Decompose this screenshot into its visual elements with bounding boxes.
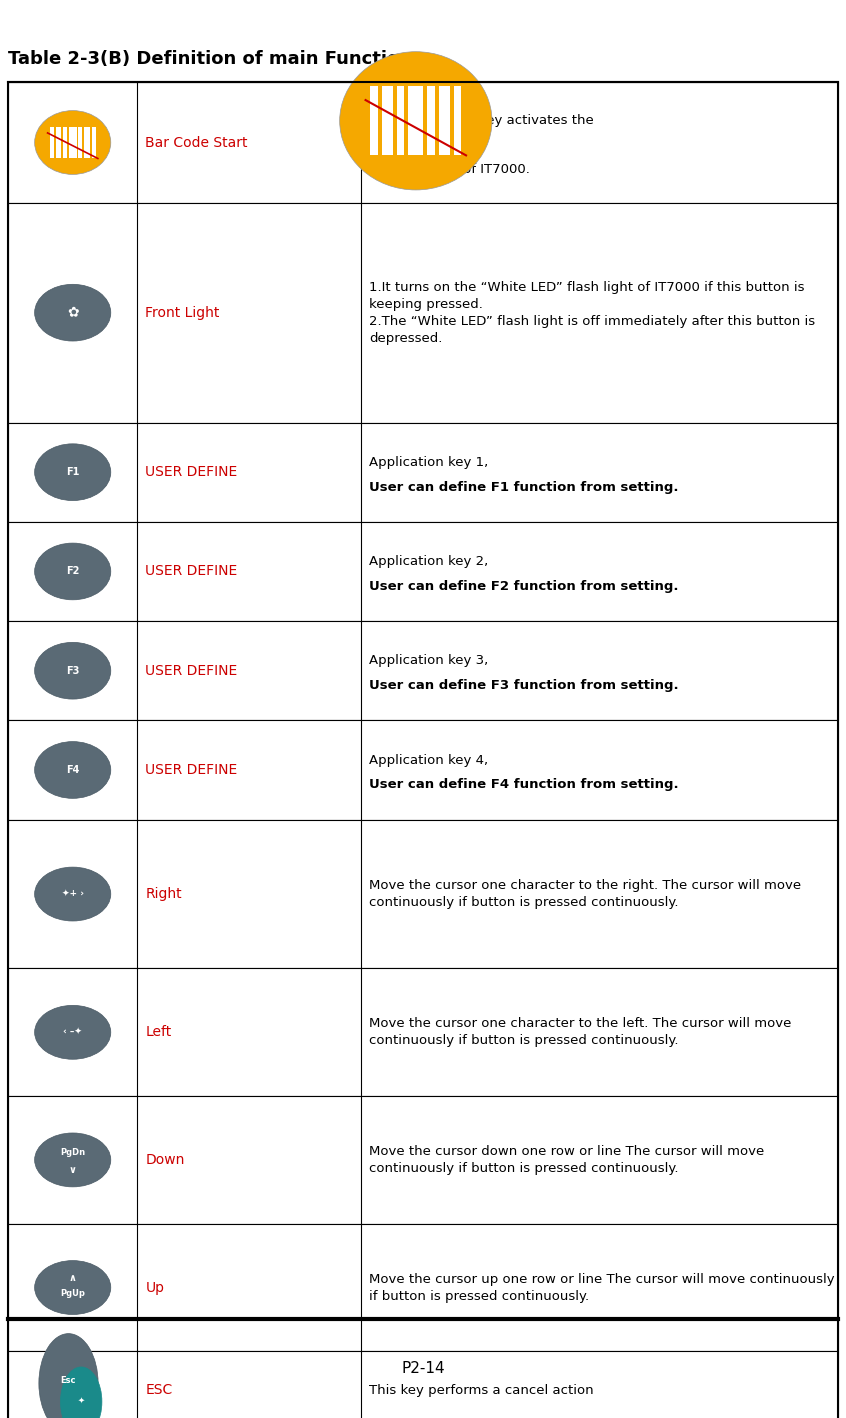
Ellipse shape	[35, 1133, 111, 1187]
Bar	[438, 86, 450, 156]
Ellipse shape	[35, 868, 111, 922]
Text: Down: Down	[146, 1153, 184, 1167]
Text: Front Light: Front Light	[146, 306, 220, 319]
Text: This key performs a cancel action: This key performs a cancel action	[369, 1384, 594, 1397]
Text: F1: F1	[66, 467, 80, 478]
Ellipse shape	[35, 742, 111, 798]
Text: Esc: Esc	[61, 1375, 76, 1385]
Text: ✦+ ›: ✦+ ›	[62, 889, 84, 899]
Text: Bar Code Start: Bar Code Start	[146, 136, 248, 149]
Bar	[409, 86, 424, 156]
Text: ∨: ∨	[69, 1164, 77, 1176]
Bar	[382, 86, 393, 156]
Text: Left: Left	[146, 1025, 172, 1039]
Bar	[8, 522, 838, 621]
Ellipse shape	[35, 642, 111, 699]
Text: The: The	[369, 115, 394, 128]
Bar	[397, 86, 404, 156]
Text: PgUp: PgUp	[60, 1289, 85, 1297]
Text: Application key 4,: Application key 4,	[369, 753, 492, 767]
Circle shape	[60, 1367, 102, 1418]
Text: ∧: ∧	[69, 1272, 77, 1283]
Bar	[8, 423, 838, 522]
Ellipse shape	[35, 1005, 111, 1059]
Bar	[8, 621, 838, 720]
Bar	[8, 1096, 838, 1224]
Text: scan function of IT7000.: scan function of IT7000.	[369, 163, 530, 176]
Text: USER DEFINE: USER DEFINE	[146, 763, 238, 777]
Bar	[371, 86, 377, 156]
Bar	[453, 86, 461, 156]
Text: Application key 3,: Application key 3,	[369, 654, 492, 668]
Bar	[79, 126, 82, 159]
Bar	[8, 720, 838, 820]
Text: Move the cursor one character to the right. The cursor will move continuously if: Move the cursor one character to the rig…	[369, 879, 801, 909]
Ellipse shape	[35, 111, 111, 174]
Ellipse shape	[339, 51, 492, 190]
Text: Right: Right	[146, 888, 182, 900]
Bar	[69, 126, 76, 159]
Ellipse shape	[35, 1261, 111, 1314]
Text: User can define F1 function from setting.: User can define F1 function from setting…	[369, 481, 678, 493]
Text: 1.It turns on the “White LED” flash light of IT7000 if this button is keeping pr: 1.It turns on the “White LED” flash ligh…	[369, 281, 816, 345]
Text: Up: Up	[146, 1280, 164, 1295]
Bar	[56, 126, 61, 159]
Text: F2: F2	[66, 566, 80, 577]
Text: P2-14: P2-14	[401, 1361, 445, 1375]
Text: ‹ –✦: ‹ –✦	[63, 1028, 82, 1037]
Ellipse shape	[35, 285, 111, 342]
Text: ✿: ✿	[67, 306, 79, 319]
Ellipse shape	[35, 543, 111, 600]
Text: USER DEFINE: USER DEFINE	[146, 664, 238, 678]
Text: Application key 1,: Application key 1,	[369, 455, 492, 469]
Text: ESC: ESC	[146, 1384, 173, 1397]
Text: USER DEFINE: USER DEFINE	[146, 564, 238, 579]
Bar	[50, 126, 53, 159]
Text: F3: F3	[66, 665, 80, 676]
Text: PgDn: PgDn	[60, 1149, 85, 1157]
Text: User can define F2 function from setting.: User can define F2 function from setting…	[369, 580, 678, 593]
Bar	[8, 1224, 838, 1351]
Text: key activates the: key activates the	[479, 115, 594, 128]
Text: Move the cursor one character to the left. The cursor will move continuously if : Move the cursor one character to the lef…	[369, 1017, 792, 1048]
Text: F4: F4	[66, 764, 80, 776]
Bar	[63, 126, 67, 159]
Text: ✦: ✦	[78, 1395, 85, 1405]
Text: User can define F3 function from setting.: User can define F3 function from setting…	[369, 679, 678, 692]
Text: Move the cursor up one row or line The cursor will move continuously if button i: Move the cursor up one row or line The c…	[369, 1272, 835, 1303]
Text: Table 2-3(B) Definition of main Function:: Table 2-3(B) Definition of main Function…	[8, 50, 420, 68]
Bar	[8, 968, 838, 1096]
Text: Move the cursor down one row or line The cursor will move continuously if button: Move the cursor down one row or line The…	[369, 1144, 765, 1176]
Circle shape	[39, 1334, 98, 1418]
Bar	[84, 126, 90, 159]
Ellipse shape	[35, 444, 111, 501]
Bar	[91, 126, 96, 159]
Bar	[8, 203, 838, 423]
Bar	[8, 82, 838, 203]
Text: User can define F4 function from setting.: User can define F4 function from setting…	[369, 778, 678, 791]
Text: USER DEFINE: USER DEFINE	[146, 465, 238, 479]
Bar	[8, 820, 838, 968]
Text: Application key 2,: Application key 2,	[369, 554, 492, 569]
Bar	[427, 86, 435, 156]
Bar	[8, 1351, 838, 1418]
